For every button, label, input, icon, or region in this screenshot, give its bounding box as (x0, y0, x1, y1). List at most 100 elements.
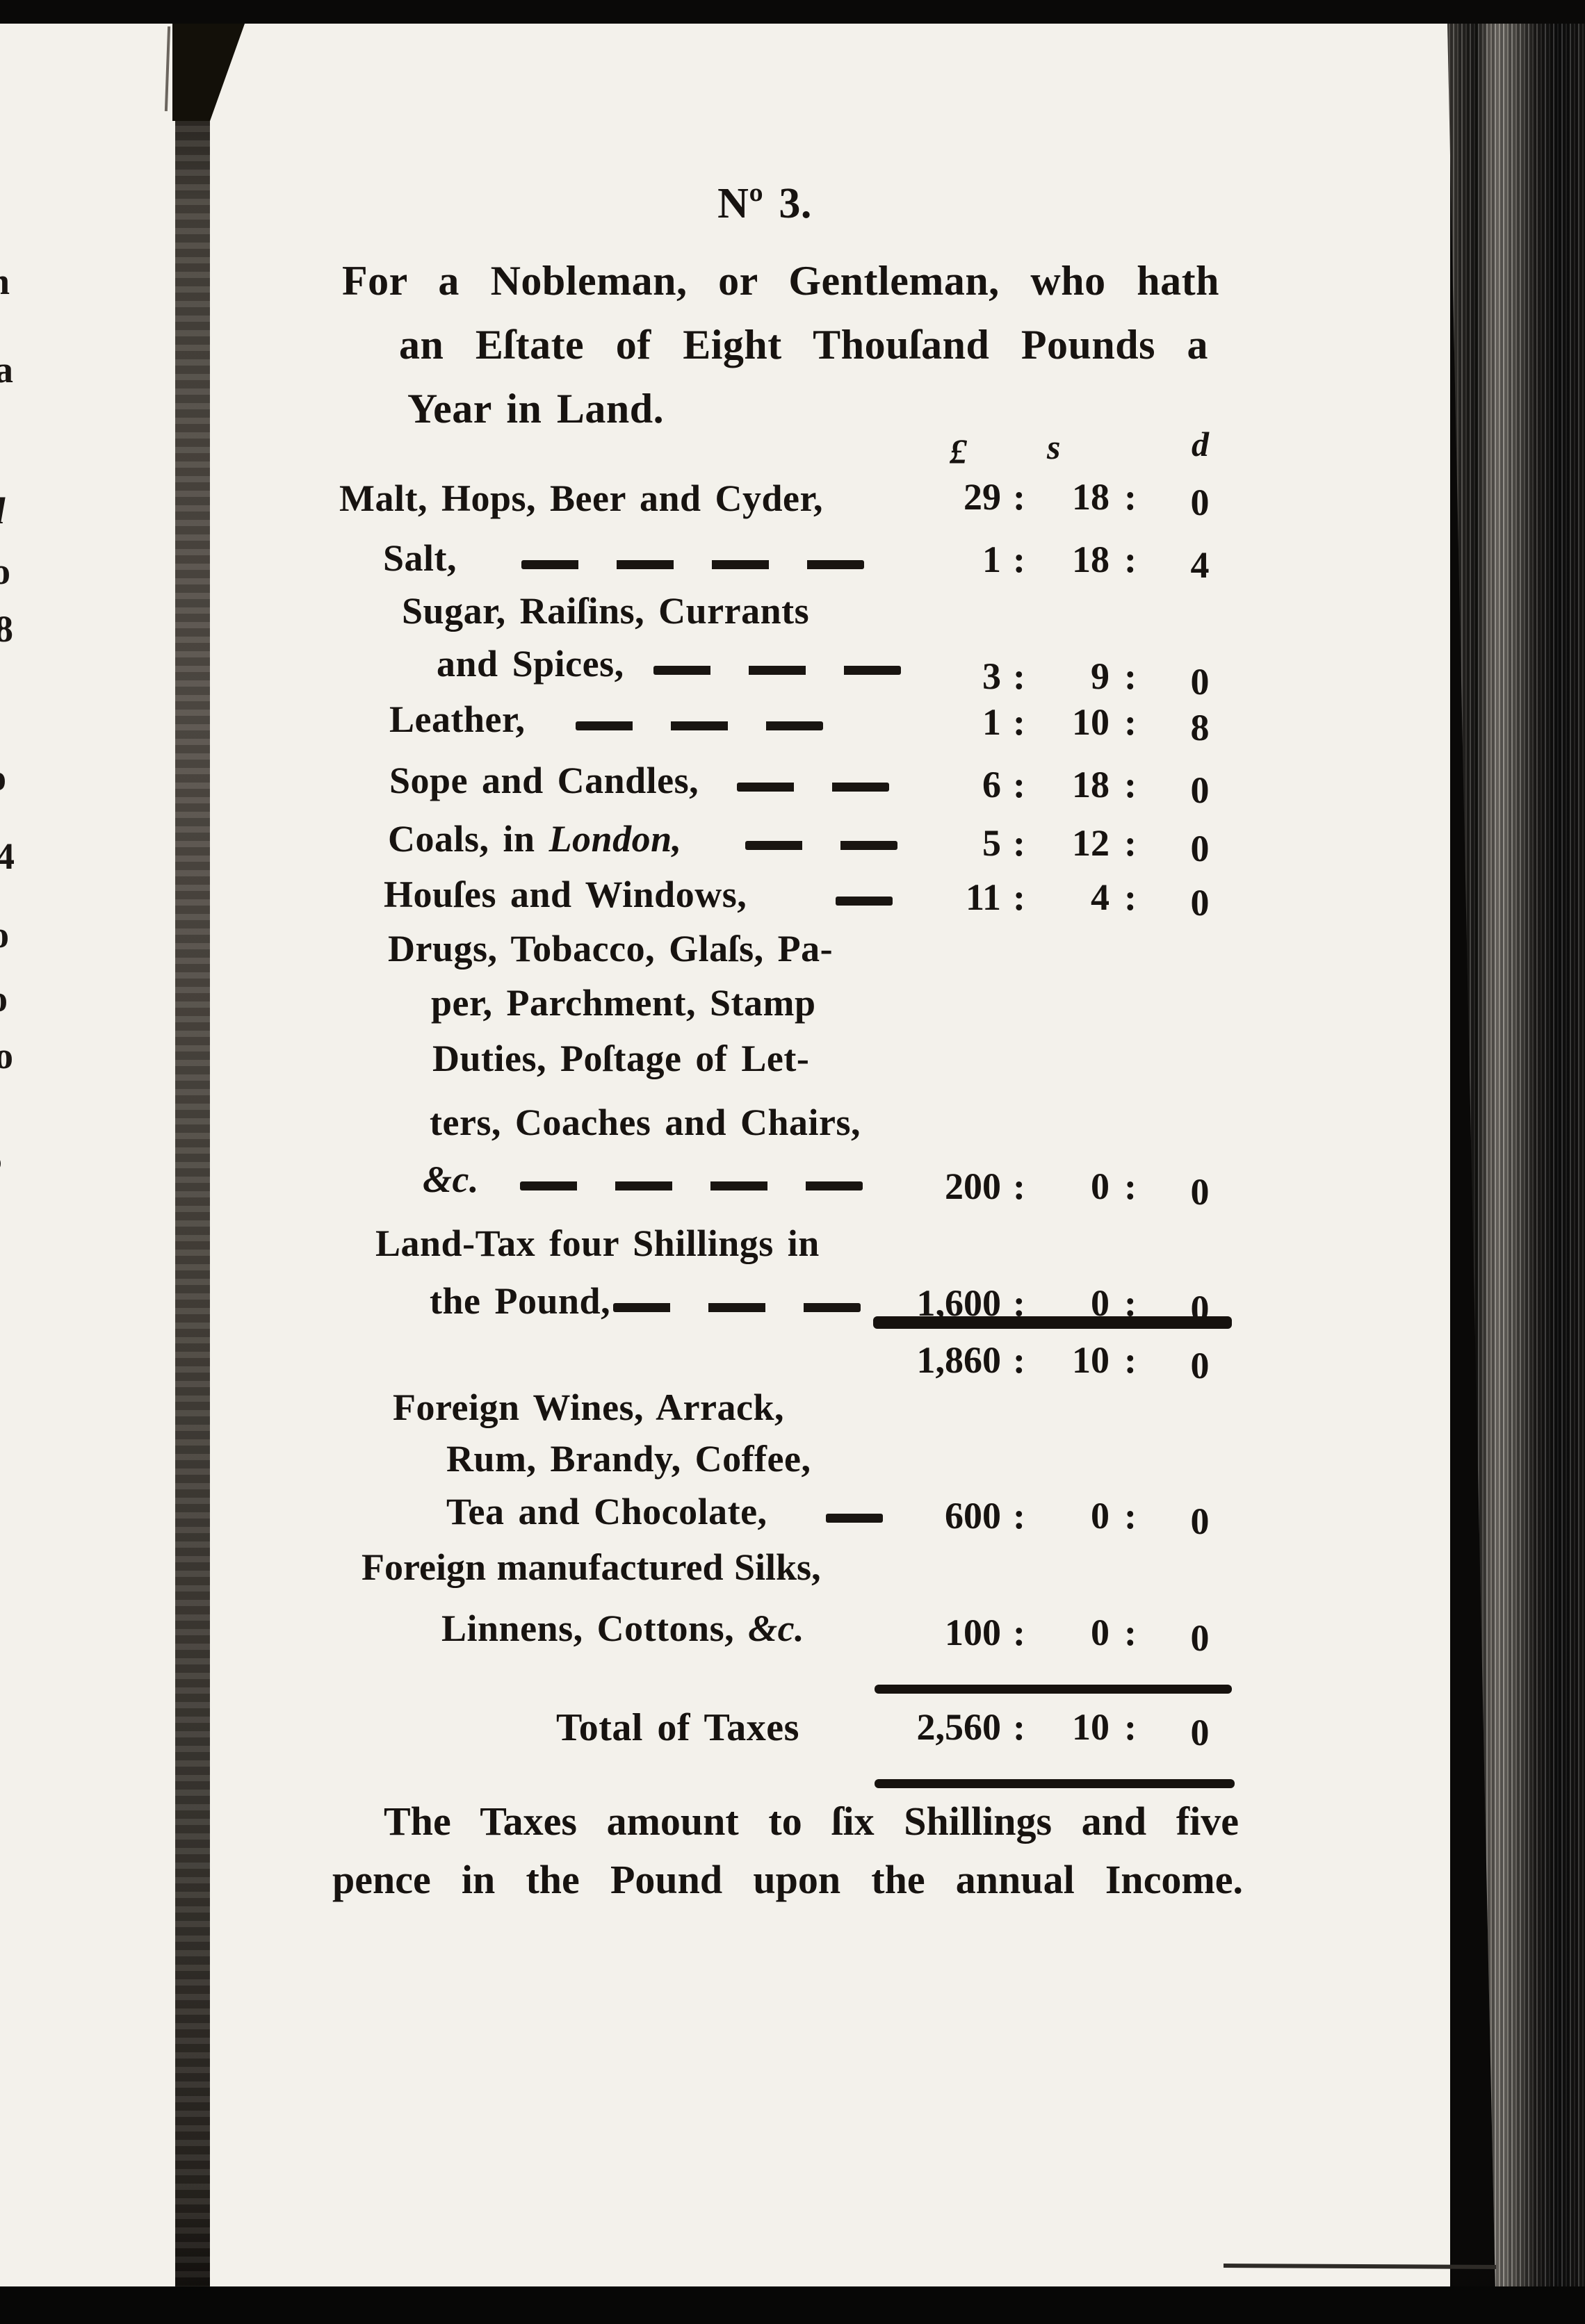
amount-shillings: 18 (1072, 539, 1110, 580)
footer-line: pence in the Pound upon the annual Incom… (332, 1857, 1243, 1902)
dash-leader (745, 841, 897, 850)
row-label-italic: &c. (748, 1607, 805, 1649)
row-label: Houſes and Windows, (384, 874, 747, 915)
amount-shillings: 0 (1091, 1495, 1110, 1537)
dash-leader (521, 560, 864, 569)
row-label: Land-Tax four Shillings in (375, 1222, 820, 1264)
amount-pounds: 5 (982, 822, 1001, 864)
edge-fragment: 2 (0, 1284, 1, 1322)
row-amount: 1:10:8 (866, 701, 1249, 746)
dash-leader (836, 897, 893, 906)
row-amount: 11:4:0 (866, 876, 1249, 922)
row-label: Drugs, Tobacco, Glaſs, Pa- (388, 928, 834, 969)
row-label: Foreign manufactured Silks, (361, 1546, 821, 1588)
title-line: For a Nobleman, or Gentleman, who hath (342, 258, 1219, 304)
amount-pounds: 3 (982, 655, 1001, 697)
dash-leader (613, 1303, 861, 1312)
row-label: Salt, (383, 537, 457, 579)
amount-pence: 0 (1190, 1617, 1210, 1659)
amount-pounds: 29 (964, 476, 1001, 518)
amount-pounds: 1 (982, 539, 1001, 580)
row-label: Rum, Brandy, Coffee, (446, 1438, 811, 1480)
amount-pounds: 11 (965, 876, 1001, 918)
column-header-pounds: £ (950, 432, 967, 470)
amount-pence: 0 (1190, 882, 1210, 924)
row-amount: 1,600:0:0 (866, 1282, 1249, 1327)
amount-pounds: 1,860 (916, 1339, 1002, 1381)
colon: : (1013, 876, 1025, 918)
edge-fragment: h (0, 263, 10, 300)
amount-pounds: 1,600 (916, 1282, 1002, 1324)
colon: : (1013, 764, 1025, 805)
amount-shillings: 9 (1091, 655, 1110, 697)
sum-rule (873, 1316, 1232, 1329)
row-label: the Pound, (430, 1280, 611, 1322)
row-label: Foreign Wines, Arrack, (393, 1386, 784, 1428)
edge-fragment: o (0, 916, 9, 954)
amount-shillings: 0 (1091, 1612, 1110, 1653)
scan-bottom-border (0, 2286, 1585, 2324)
row-label: Leather, (389, 698, 526, 740)
amount-pounds: 200 (945, 1165, 1001, 1207)
footer-line: The Taxes amount to ſix Shillings and fi… (384, 1799, 1239, 1844)
row-label-text: Coals, in (388, 818, 535, 860)
row-label: Linnens, Cottons, &c. (441, 1610, 804, 1647)
sum-rule (875, 1685, 1232, 1694)
row-label: ters, Coaches and Chairs, (430, 1102, 861, 1143)
dash-leader (653, 666, 901, 675)
row-amount: 3:9:0 (866, 655, 1249, 701)
section-number: Nº 3. (717, 180, 812, 227)
subtotal-amount: 1,860:10:0 (866, 1339, 1249, 1384)
column-header-shillings: s (1047, 427, 1061, 466)
amount-pence: 0 (1190, 828, 1210, 869)
colon: : (1124, 1612, 1137, 1653)
title-line: an Eſtate of Eight Thouſand Pounds a (399, 322, 1208, 368)
amount-pence: 4 (1190, 544, 1210, 586)
row-amount: 200:0:0 (866, 1165, 1249, 1211)
amount-shillings: 0 (1091, 1165, 1110, 1207)
colon: : (1124, 876, 1137, 918)
row-label-italic: London, (548, 818, 682, 860)
row-label: Sugar, Raiſins, Currants (402, 590, 810, 632)
amount-pence: 0 (1190, 1171, 1210, 1213)
row-label: Duties, Poſtage of Let- (432, 1038, 810, 1079)
colon: : (1013, 701, 1025, 743)
amount-shillings: 18 (1072, 476, 1110, 518)
row-amount: 6:18:0 (866, 764, 1249, 809)
book-gutter-shadow (175, 24, 210, 2288)
colon: : (1013, 655, 1025, 697)
amount-pence: 0 (1190, 482, 1210, 523)
row-label: and Spices, (437, 643, 624, 685)
edge-fragment: 4 (0, 835, 15, 877)
colon: : (1124, 1495, 1137, 1537)
paper-background (0, 24, 1450, 2286)
row-label: per, Parchment, Stamp (431, 982, 816, 1024)
edge-fragment: o (0, 759, 6, 796)
total-label: Total of Taxes (556, 1706, 799, 1749)
row-amount: 5:12:0 (866, 822, 1249, 867)
edge-fragment: o (0, 550, 10, 592)
colon: : (1124, 655, 1137, 697)
row-label: Malt, Hops, Beer and Cyder, (339, 477, 824, 519)
amount-pence: 0 (1190, 1345, 1210, 1386)
amount-pence: 0 (1190, 661, 1210, 703)
colon: : (1013, 1165, 1025, 1207)
amount-pounds: 100 (945, 1612, 1001, 1653)
row-amount: 600:0:0 (866, 1495, 1249, 1540)
total-amount: 2,560:10:0 (866, 1706, 1249, 1751)
row-amount: 100:0:0 (866, 1612, 1249, 1657)
colon: : (1013, 1706, 1025, 1748)
colon: : (1124, 539, 1137, 580)
colon: : (1124, 1165, 1137, 1207)
column-header-pence: d (1192, 425, 1209, 464)
book-fore-edge (1447, 24, 1585, 2324)
colon: : (1124, 701, 1137, 743)
edge-fragment: d (0, 492, 5, 530)
row-label: Tea and Chocolate, (446, 1491, 767, 1532)
amount-pounds: 6 (982, 764, 1001, 805)
colon: : (1124, 822, 1137, 864)
amount-pence: 0 (1190, 769, 1210, 811)
row-label: Sope and Candles, (389, 760, 699, 801)
amount-shillings: 0 (1091, 1282, 1110, 1324)
